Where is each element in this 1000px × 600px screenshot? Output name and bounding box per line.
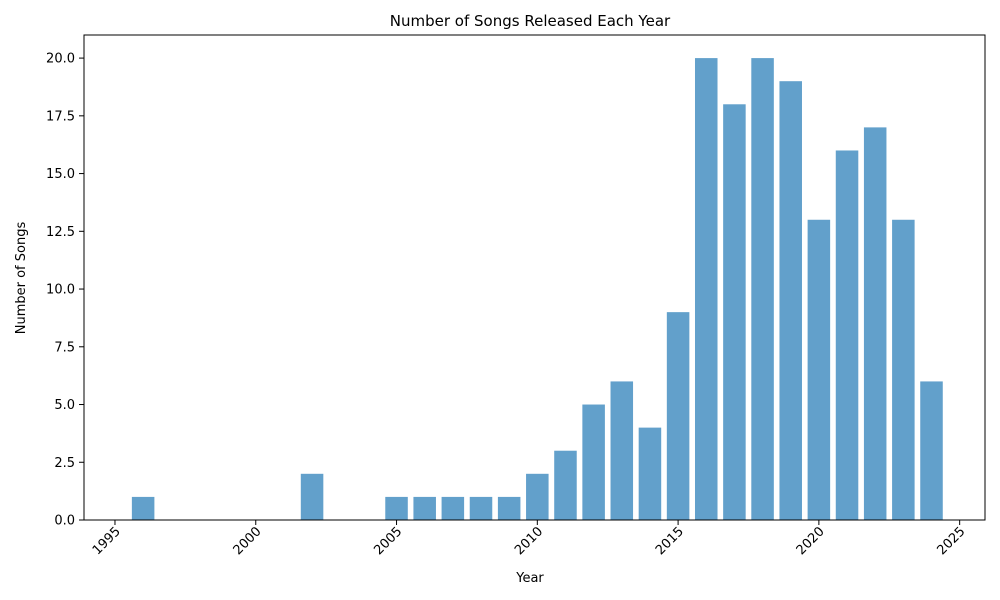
bar-2020 xyxy=(807,219,831,520)
x-tick-label: 1995 xyxy=(90,524,124,558)
y-tick-label: 17.5 xyxy=(46,109,75,124)
x-tick-label: 2010 xyxy=(512,524,546,558)
y-tick-label: 0.0 xyxy=(54,514,75,529)
x-tick-label: 2025 xyxy=(934,524,968,558)
bar-2014 xyxy=(638,427,662,520)
bar-1996 xyxy=(131,496,155,520)
bar-2017 xyxy=(723,104,746,521)
bar-2022 xyxy=(863,127,887,520)
bar-2021 xyxy=(835,150,859,520)
bar-2006 xyxy=(413,496,436,520)
y-tick-label: 15.0 xyxy=(46,167,75,182)
bars-group xyxy=(131,58,943,521)
x-tick-label: 2005 xyxy=(371,524,405,558)
y-tick-label: 7.5 xyxy=(54,340,75,355)
y-tick-label: 12.5 xyxy=(46,225,75,240)
y-tick-label: 10.0 xyxy=(46,283,75,298)
bar-2019 xyxy=(779,81,802,520)
plot-frame xyxy=(83,34,986,521)
bar-2009 xyxy=(497,496,521,520)
bar-2015 xyxy=(666,312,690,520)
x-tick-label: 2015 xyxy=(653,524,687,558)
bar-2008 xyxy=(469,496,493,520)
x-axis-label: Year xyxy=(515,571,544,586)
bar-2013 xyxy=(610,381,634,520)
x-tick-label: 2000 xyxy=(231,524,265,558)
y-tick-label: 5.0 xyxy=(54,398,75,413)
bar-2010 xyxy=(526,473,549,520)
bar-2024 xyxy=(920,381,943,520)
bar-2005 xyxy=(385,496,408,520)
bar-2002 xyxy=(300,473,324,520)
bar-2018 xyxy=(751,58,774,520)
bar-2023 xyxy=(892,219,915,520)
bar-2011 xyxy=(554,450,577,520)
y-axis-ticks: 0.0 2.5 5.0 7.5 10.0 12.5 15.0 17.5 20.0 xyxy=(46,52,84,529)
x-tick-label: 2020 xyxy=(794,524,828,558)
bar-2007 xyxy=(441,496,465,520)
y-tick-label: 20.0 xyxy=(46,52,75,67)
y-tick-label: 2.5 xyxy=(54,456,75,471)
bar-2012 xyxy=(582,404,605,520)
x-axis-ticks: 1995 2000 2005 2010 2015 2020 2025 xyxy=(90,520,968,558)
chart-title: Number of Songs Released Each Year xyxy=(390,12,671,30)
bar-2016 xyxy=(694,58,718,520)
y-axis-label: Number of Songs xyxy=(14,222,29,335)
